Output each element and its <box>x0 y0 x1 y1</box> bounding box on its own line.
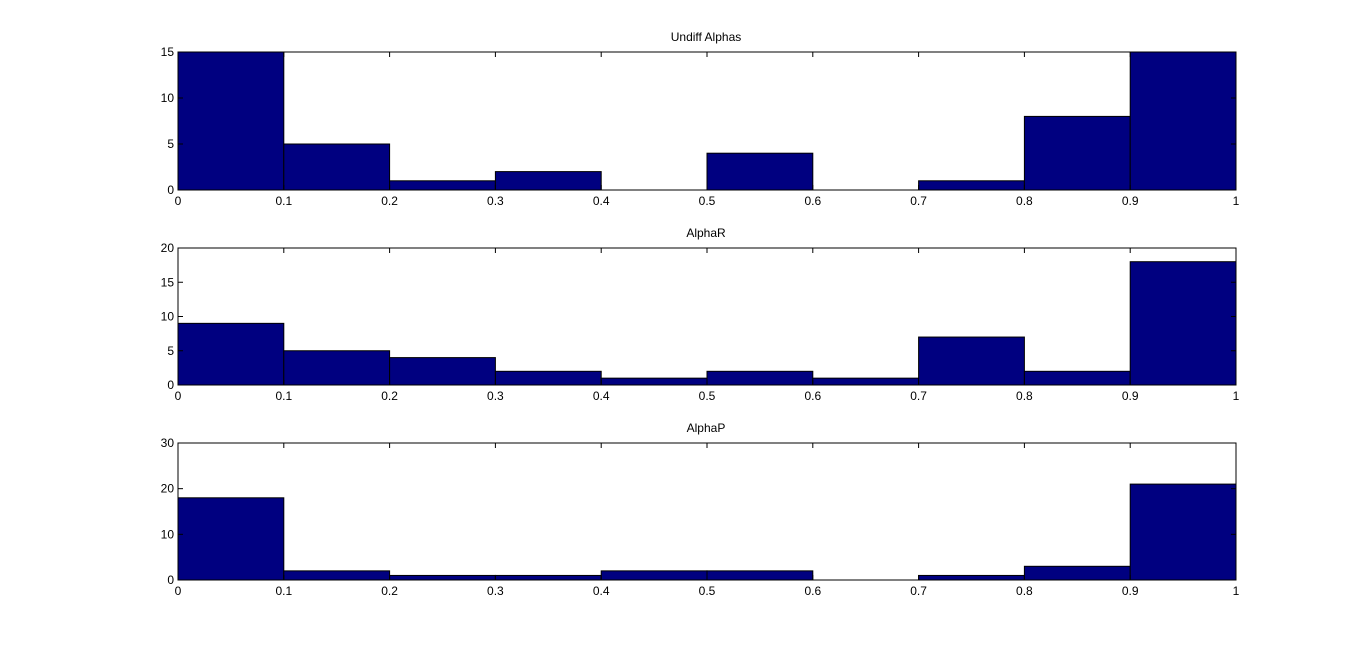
x-tick-label: 0.4 <box>593 584 610 598</box>
histogram-bar <box>918 574 1025 581</box>
x-tick-label: 0.3 <box>487 584 504 598</box>
x-tick-label: 0 <box>175 584 182 598</box>
x-tick-label: 0 <box>175 389 182 403</box>
histogram-bar <box>812 377 920 386</box>
histogram-bar <box>706 152 814 191</box>
x-tick-label: 0.7 <box>910 584 927 598</box>
y-tick-label: 5 <box>167 344 174 358</box>
histogram-bar <box>1023 115 1131 191</box>
x-tick-label: 0.7 <box>910 389 927 403</box>
y-tick-label: 5 <box>167 137 174 151</box>
histogram-bar <box>283 350 391 386</box>
x-tick-label: 0.5 <box>699 194 716 208</box>
histogram-bar <box>177 322 285 386</box>
histogram-bar <box>177 51 285 191</box>
y-tick-label: 0 <box>167 183 174 197</box>
histogram-bar <box>1023 565 1131 581</box>
histogram-bar <box>283 570 391 581</box>
x-tick-label: 0.6 <box>804 194 821 208</box>
histogram-bar <box>494 574 602 581</box>
y-tick-label: 10 <box>161 310 175 324</box>
histogram-bar <box>1023 370 1131 386</box>
x-tick-label: 0.8 <box>1016 389 1033 403</box>
subplot-alphap: AlphaP 0 0.1 0.2 0.3 0.4 0.5 0.6 0.7 0.8 0.9 10102… <box>161 421 1240 598</box>
x-tick-label: 0.8 <box>1016 584 1033 598</box>
axes-box <box>177 442 1237 581</box>
histogram-bar <box>389 357 496 386</box>
subplot-title: Undiff Alphas <box>671 30 742 44</box>
subplot-alphar: AlphaR 0 0.1 0.2 0.3 0.4 0.5 0.6 0.7 0.8 0.9 10510… <box>161 226 1240 403</box>
x-tick-label: 0.3 <box>487 194 504 208</box>
y-tick-label: 20 <box>161 241 175 255</box>
y-tick-label: 15 <box>161 45 175 59</box>
x-tick-label: 0.6 <box>804 584 821 598</box>
y-tick-label: 10 <box>161 91 175 105</box>
x-tick-label: 0.9 <box>1122 584 1139 598</box>
y-tick-label: 0 <box>167 573 174 587</box>
histogram-bar <box>706 370 814 386</box>
subplot-undiff-alphas: Undiff Alphas 0 0.1 0.2 0.3 0.4 0.5 0.6 0.7 0.8 0… <box>161 30 1240 208</box>
x-tick-label: 0.5 <box>699 584 716 598</box>
x-tick-label: 0.1 <box>275 194 292 208</box>
x-tick-label: 0.2 <box>381 194 398 208</box>
x-tick-label: 1 <box>1233 584 1240 598</box>
y-tick-label: 15 <box>161 275 175 289</box>
histogram-bar <box>494 370 602 386</box>
x-tick-label: 0.9 <box>1122 194 1139 208</box>
y-tick-label: 20 <box>161 482 175 496</box>
histogram-bar <box>1129 261 1237 386</box>
subplot-title: AlphaP <box>687 421 726 435</box>
y-tick-label: 0 <box>167 378 174 392</box>
x-tick-label: 0.6 <box>804 389 821 403</box>
y-tick-label: 10 <box>161 527 175 541</box>
x-tick-label: 0.3 <box>487 389 504 403</box>
histogram-bar <box>600 377 708 386</box>
x-tick-label: 0.4 <box>593 194 610 208</box>
x-tick-label: 0.9 <box>1122 389 1139 403</box>
histogram-bar <box>1129 51 1237 191</box>
x-tick-label: 1 <box>1233 389 1240 403</box>
x-tick-label: 0.1 <box>275 389 292 403</box>
x-tick-label: 0.1 <box>275 584 292 598</box>
x-tick-label: 0.5 <box>699 389 716 403</box>
histogram-bar <box>283 143 391 191</box>
histogram-bar <box>177 497 285 581</box>
x-tick-label: 0.2 <box>381 389 398 403</box>
x-tick-label: 0.7 <box>910 194 927 208</box>
y-tick-label: 30 <box>161 436 175 450</box>
histogram-bar <box>706 570 814 581</box>
histogram-bar <box>918 336 1025 386</box>
histogram-bar <box>918 180 1025 191</box>
axes-frame <box>177 442 1237 581</box>
histogram-bar <box>494 171 602 191</box>
histogram-bar <box>389 574 496 581</box>
x-tick-label: 1 <box>1233 194 1240 208</box>
x-tick-label: 0 <box>175 194 182 208</box>
x-tick-label: 0.4 <box>593 389 610 403</box>
x-tick-label: 0.8 <box>1016 194 1033 208</box>
histogram-bar <box>1129 483 1237 581</box>
histogram-bar <box>389 180 496 191</box>
histogram-bar <box>600 570 708 581</box>
x-tick-label: 0.2 <box>381 584 398 598</box>
subplot-title: AlphaR <box>686 226 726 240</box>
